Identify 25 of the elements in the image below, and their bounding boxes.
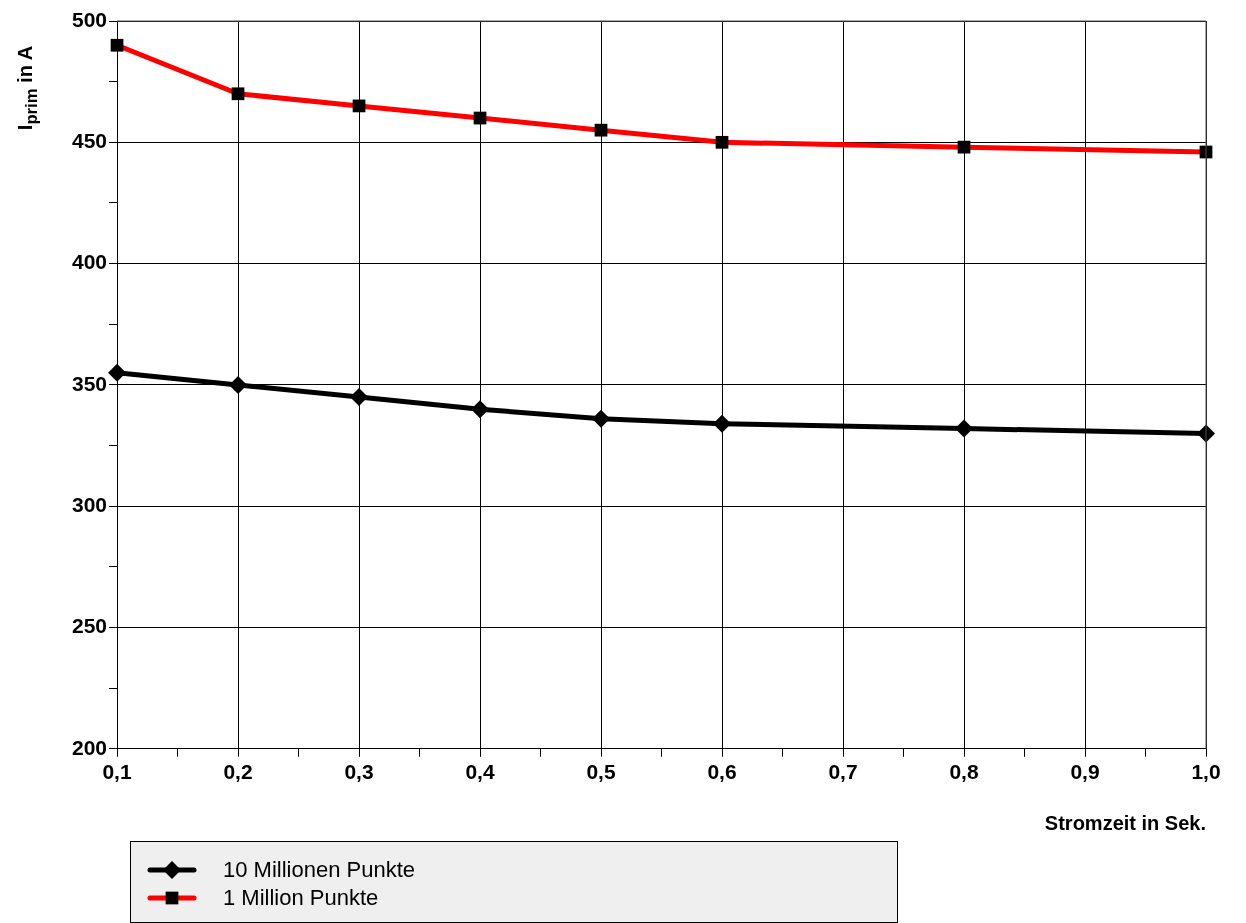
x-tick-label: 1,0 <box>1191 760 1221 784</box>
point <box>229 375 248 394</box>
x-tick-label: 0,4 <box>465 760 495 784</box>
y-tick-label: 250 <box>71 614 108 638</box>
point <box>471 400 490 419</box>
x-tick-label: 0,6 <box>707 760 737 784</box>
x-tick-label: 0,3 <box>344 760 374 784</box>
x-tick-label: 0,8 <box>949 760 979 784</box>
y-tick-label: 350 <box>71 371 108 395</box>
y-tick-label: 200 <box>71 735 108 759</box>
point <box>955 419 974 438</box>
x-tick-label: 0,1 <box>102 760 132 784</box>
y-tick-label: 500 <box>71 7 108 31</box>
legend-label: 1 Million Punkte <box>223 885 379 911</box>
y-tick-label: 400 <box>71 250 108 274</box>
x-tick-label: 0,9 <box>1070 760 1100 784</box>
x-tick-label: 0,7 <box>828 760 858 784</box>
legend-label: 10 Millionen Punkte <box>223 857 416 883</box>
y-tick-label: 300 <box>71 493 108 516</box>
y-tick-label: 450 <box>71 129 108 153</box>
x-tick-label: 0,2 <box>223 760 253 784</box>
x-axis-title: Stromzeit in Sek. <box>1044 811 1206 834</box>
point <box>108 363 127 382</box>
point <box>350 388 369 407</box>
x-tick-label: 0,5 <box>586 760 616 784</box>
